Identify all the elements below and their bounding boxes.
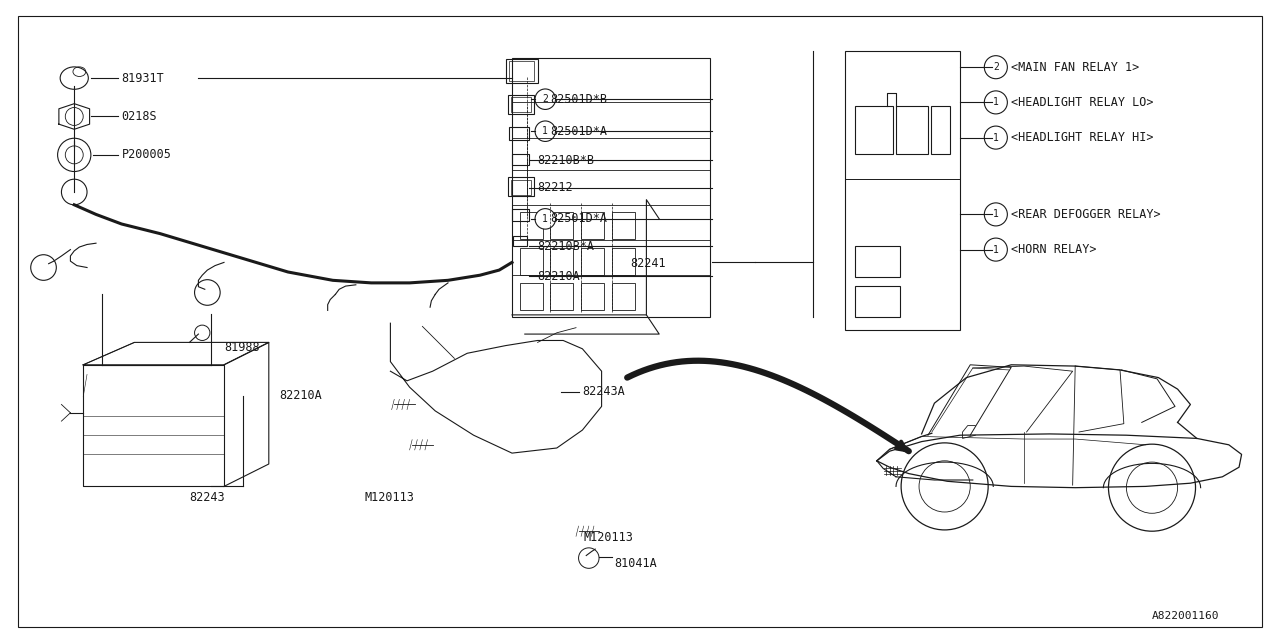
Text: <REAR DEFOGGER RELAY>: <REAR DEFOGGER RELAY> bbox=[1011, 208, 1161, 221]
Text: 82501D*A: 82501D*A bbox=[550, 125, 608, 138]
Bar bbox=[581, 212, 604, 239]
Text: 81041A: 81041A bbox=[614, 557, 657, 570]
Bar bbox=[931, 106, 950, 154]
Text: 82210B*A: 82210B*A bbox=[538, 240, 595, 253]
Bar bbox=[512, 58, 710, 317]
Bar bbox=[612, 212, 635, 239]
Text: <MAIN FAN RELAY 1>: <MAIN FAN RELAY 1> bbox=[1011, 61, 1139, 74]
Text: 1: 1 bbox=[993, 244, 998, 255]
Bar bbox=[520, 248, 543, 275]
Text: 0218S: 0218S bbox=[122, 110, 157, 123]
Bar bbox=[508, 95, 534, 114]
Text: P200005: P200005 bbox=[122, 148, 172, 161]
Text: 1: 1 bbox=[543, 126, 548, 136]
Circle shape bbox=[984, 56, 1007, 79]
Bar bbox=[550, 283, 573, 310]
Text: <HEADLIGHT RELAY HI>: <HEADLIGHT RELAY HI> bbox=[1011, 131, 1153, 144]
Bar bbox=[581, 283, 604, 310]
Text: 82210A: 82210A bbox=[279, 389, 321, 402]
Circle shape bbox=[58, 138, 91, 172]
Bar bbox=[511, 97, 531, 112]
Bar bbox=[550, 212, 573, 239]
Text: 81931T: 81931T bbox=[122, 72, 164, 84]
Bar bbox=[512, 209, 529, 221]
Bar bbox=[508, 177, 534, 196]
Text: 82501D*B: 82501D*B bbox=[550, 93, 608, 106]
Bar bbox=[550, 248, 573, 275]
Text: 82212: 82212 bbox=[538, 181, 573, 194]
Text: 82210A: 82210A bbox=[538, 270, 580, 283]
Circle shape bbox=[984, 203, 1007, 226]
Circle shape bbox=[535, 121, 556, 141]
Text: 82243: 82243 bbox=[189, 492, 225, 504]
Circle shape bbox=[984, 238, 1007, 261]
Text: <HORN RELAY>: <HORN RELAY> bbox=[1011, 243, 1097, 256]
Text: M120113: M120113 bbox=[584, 531, 634, 544]
Text: 2: 2 bbox=[543, 94, 548, 104]
Text: 82243A: 82243A bbox=[582, 385, 625, 398]
Text: 1: 1 bbox=[543, 214, 548, 224]
Circle shape bbox=[65, 146, 83, 164]
Bar bbox=[511, 180, 531, 195]
Text: 1: 1 bbox=[993, 132, 998, 143]
Text: 81988: 81988 bbox=[224, 341, 260, 354]
Text: 82210B*B: 82210B*B bbox=[538, 154, 595, 166]
Circle shape bbox=[535, 89, 556, 109]
Bar bbox=[612, 248, 635, 275]
Circle shape bbox=[535, 209, 556, 229]
Bar bbox=[509, 127, 529, 140]
Bar bbox=[520, 283, 543, 310]
Text: 2: 2 bbox=[993, 62, 998, 72]
Circle shape bbox=[984, 126, 1007, 149]
Bar bbox=[855, 106, 893, 154]
Text: 82501D*A: 82501D*A bbox=[550, 212, 608, 225]
Bar bbox=[520, 212, 543, 239]
Bar bbox=[612, 283, 635, 310]
Circle shape bbox=[65, 108, 83, 125]
Text: 1: 1 bbox=[993, 97, 998, 108]
Text: 82241: 82241 bbox=[630, 257, 666, 270]
Bar bbox=[896, 106, 928, 154]
Bar bbox=[513, 236, 527, 246]
Text: <HEADLIGHT RELAY LO>: <HEADLIGHT RELAY LO> bbox=[1011, 96, 1153, 109]
Bar bbox=[512, 154, 529, 165]
Bar bbox=[506, 59, 538, 83]
Bar bbox=[855, 246, 900, 277]
Bar bbox=[509, 61, 534, 81]
Bar bbox=[845, 51, 960, 330]
Bar bbox=[581, 248, 604, 275]
Bar bbox=[855, 286, 900, 317]
Text: A822001160: A822001160 bbox=[1152, 611, 1220, 621]
Text: M120113: M120113 bbox=[365, 492, 415, 504]
Text: 1: 1 bbox=[993, 209, 998, 220]
Circle shape bbox=[984, 91, 1007, 114]
